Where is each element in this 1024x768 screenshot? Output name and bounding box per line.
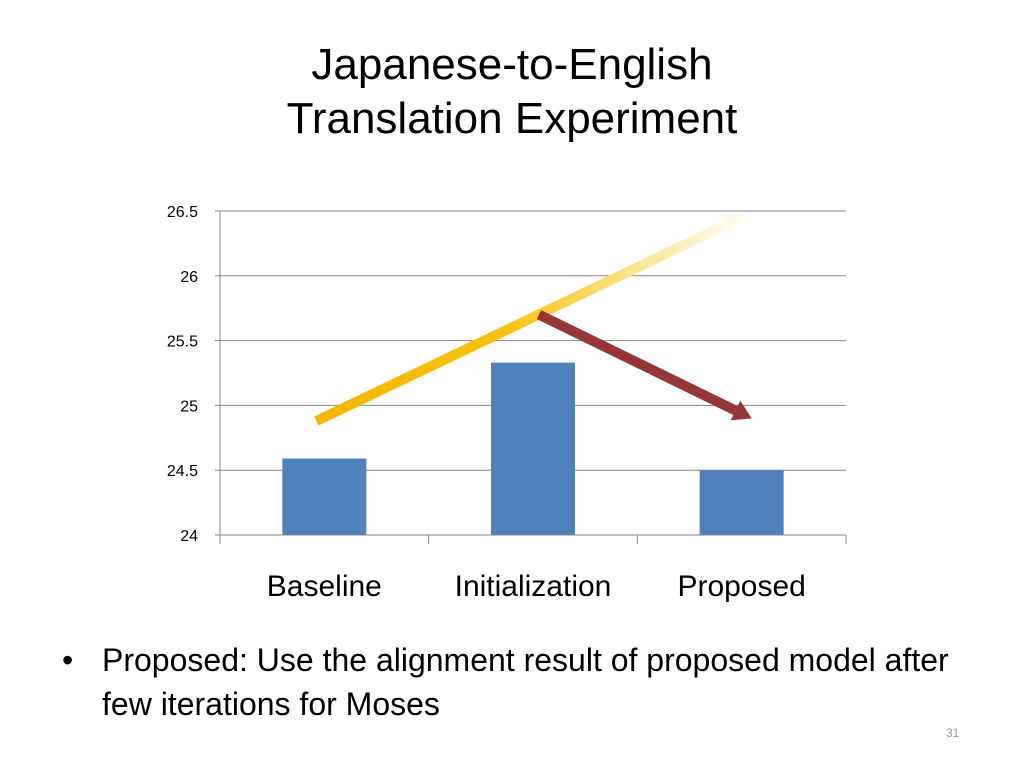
page-number: 31 bbox=[946, 726, 960, 740]
falling-arrow bbox=[536, 310, 752, 421]
x-category-label: Baseline bbox=[267, 570, 382, 603]
axes bbox=[215, 210, 847, 544]
bullet-item: • Proposed: Use the alignment result of … bbox=[62, 638, 982, 726]
falling-arrow-head bbox=[730, 400, 752, 421]
rising-arrow-shaft bbox=[314, 220, 728, 426]
bar bbox=[282, 458, 367, 535]
y-tick-label: 24 bbox=[180, 528, 198, 545]
title-line-2: Translation Experiment bbox=[286, 94, 738, 143]
bullet-marker: • bbox=[62, 642, 74, 678]
trend-arrows bbox=[314, 215, 752, 426]
falling-arrow-shaft bbox=[536, 310, 738, 415]
y-tick-label: 25.5 bbox=[167, 334, 198, 351]
bars bbox=[282, 362, 784, 535]
y-tick-label: 25 bbox=[180, 398, 198, 415]
bullet-list: • Proposed: Use the alignment result of … bbox=[62, 638, 982, 726]
slide-title: Japanese-to-English Translation Experime… bbox=[0, 38, 1024, 146]
x-category-label: Initialization bbox=[455, 570, 612, 603]
y-tick-label: 26.5 bbox=[167, 204, 198, 221]
rising-arrow bbox=[314, 215, 742, 426]
rising-arrow-head bbox=[720, 215, 742, 236]
x-category-label: Proposed bbox=[677, 570, 805, 603]
bullet-text: Proposed: Use the alignment result of pr… bbox=[102, 642, 949, 722]
y-tick-label: 26 bbox=[180, 269, 198, 286]
title-line-1: Japanese-to-English bbox=[311, 40, 713, 89]
y-tick-label: 24.5 bbox=[167, 463, 198, 480]
bar bbox=[491, 362, 575, 535]
axis-labels: 24 24.5 25 25.5 26 26.5 Baseline Initialization… bbox=[167, 204, 806, 603]
bar bbox=[699, 470, 784, 535]
